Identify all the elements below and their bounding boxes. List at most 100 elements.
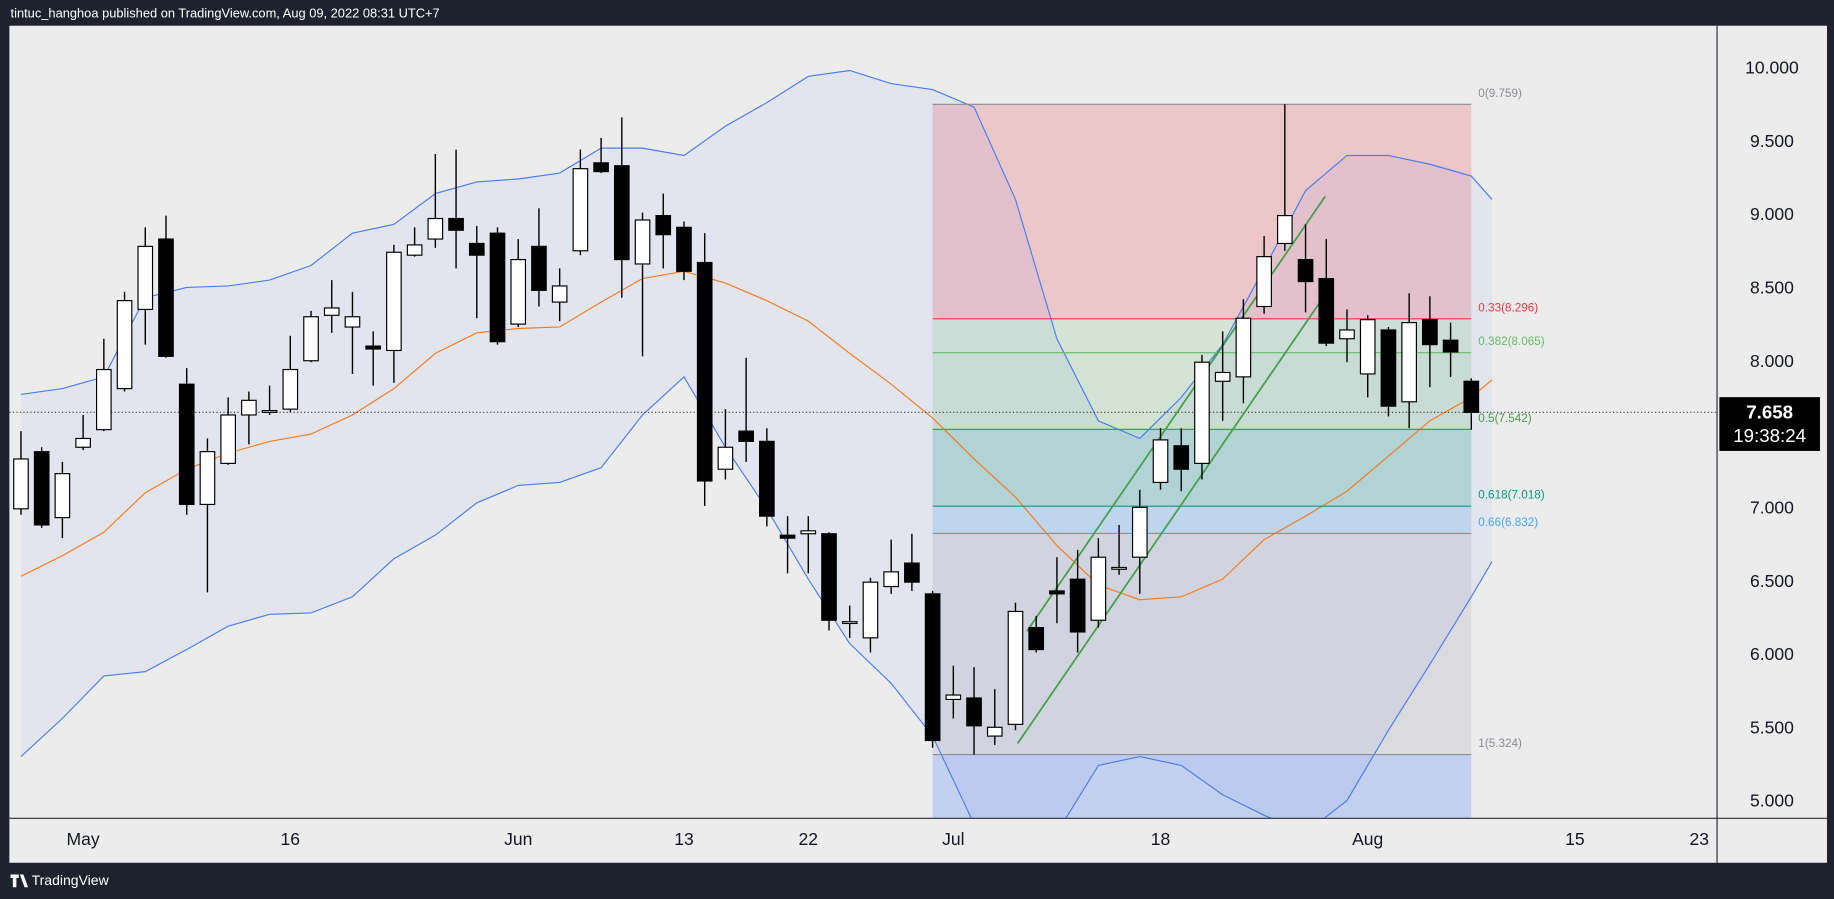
header-text: tintuc_hanghoa published on TradingView.… (11, 5, 440, 20)
candle-body (800, 530, 817, 535)
fib-level-label: 0.5(7.542) (1478, 412, 1531, 425)
candle-body (13, 458, 29, 510)
y-tick-label: 8.500 (1750, 278, 1794, 298)
last-price-box (1719, 397, 1820, 451)
y-tick-label: 9.500 (1750, 131, 1794, 151)
candle-body (1442, 339, 1459, 353)
axes: 0(9.759) 0.33(8.296) 0.382(8.065) 0.5(7.542… (67, 58, 1820, 849)
candle-body (1276, 215, 1293, 245)
candle-body (1069, 578, 1086, 633)
candle-body (137, 245, 154, 311)
candle-body (883, 571, 900, 588)
candle-body (1297, 258, 1314, 283)
countdown-label: 19:38:24 (1733, 425, 1806, 446)
candle-body (1422, 319, 1438, 346)
candle-body (1214, 371, 1231, 382)
candle-body (551, 285, 568, 303)
x-tick-label: Jun (504, 829, 532, 849)
candle-body (1028, 627, 1045, 651)
chart-background (9, 25, 1827, 863)
candle-body (33, 451, 50, 526)
candle-body (241, 399, 257, 416)
candle-body (489, 232, 506, 343)
brand-text: TradingView (32, 872, 110, 888)
fib-zone (932, 754, 1472, 819)
candle-body (365, 345, 382, 350)
x-tick-label: 22 (799, 829, 819, 849)
y-tick-label: 6.500 (1750, 571, 1794, 591)
candle-body (655, 215, 672, 236)
candle-body (158, 238, 174, 357)
candle-body (1318, 278, 1335, 344)
y-tick-label: 5.500 (1750, 717, 1794, 737)
fib-zone (932, 104, 1472, 319)
x-tick-label: May (67, 829, 100, 849)
fib-zone (932, 506, 1472, 534)
candle-body (1090, 556, 1107, 621)
candle-body (821, 533, 837, 621)
candle-body (406, 244, 423, 256)
candle-body (344, 316, 361, 328)
candle-body (759, 440, 775, 517)
candle-body (862, 581, 879, 639)
candle-body (613, 165, 630, 261)
trend-channel-line (1026, 195, 1326, 632)
x-tick-label: Jul (942, 829, 964, 849)
candle-body (1111, 566, 1127, 570)
candle-body (468, 242, 485, 256)
candle-body (1049, 590, 1065, 595)
candle-body (1359, 319, 1376, 375)
candle-body (717, 446, 734, 470)
candle-body (1152, 439, 1169, 484)
x-tick-label: 15 (1565, 829, 1585, 849)
candle-body (323, 307, 340, 316)
candle-body (986, 726, 1003, 737)
candle-body (593, 162, 609, 173)
fib-level-label: 0.66(6.832) (1478, 516, 1538, 529)
candle-body (427, 217, 444, 240)
trend-channel (1016, 195, 1326, 745)
candle-body (54, 473, 71, 519)
candle-body (634, 219, 651, 265)
candle-body (386, 251, 402, 352)
trend-channel-line (1016, 294, 1326, 745)
fib-levels (9, 103, 1718, 756)
y-tick-label: 10.000 (1745, 58, 1799, 78)
candle-body (303, 316, 319, 362)
y-tick-label: 8.000 (1750, 351, 1794, 371)
candle-body (1194, 361, 1210, 464)
y-tick-label: 9.000 (1750, 204, 1794, 224)
candle-body (448, 217, 464, 231)
candle-body (220, 414, 236, 464)
x-tick-label: 23 (1689, 829, 1709, 849)
candle-body (1339, 329, 1355, 340)
candle-body (531, 245, 547, 291)
fib-level-label: 0.33(8.296) (1478, 301, 1538, 314)
candle-body (841, 621, 858, 625)
candle-body (738, 430, 754, 442)
y-tick-label: 7.000 (1750, 497, 1794, 517)
candle-body (199, 451, 216, 506)
candle-body (96, 368, 112, 431)
candle-body (1173, 445, 1190, 470)
candle-body (1235, 317, 1252, 378)
candle-body (779, 534, 796, 539)
x-tick-label: 18 (1151, 829, 1171, 849)
last-price-label: 7.658 (1746, 401, 1793, 422)
candle-body (178, 383, 195, 506)
candle-body (510, 258, 527, 325)
candle-body (1401, 322, 1417, 403)
y-tick-label: 6.000 (1750, 644, 1794, 664)
candle-body (1131, 506, 1148, 558)
brand-logo (10, 874, 29, 888)
candle-body (1380, 329, 1397, 407)
candle-body (966, 697, 982, 727)
candle-body (696, 261, 713, 482)
candles (13, 104, 1480, 755)
candle-body (261, 410, 278, 413)
candle-body (904, 562, 920, 583)
band-basis (20, 270, 1493, 601)
candle-body (676, 226, 692, 272)
fib-level-label: 0.618(7.018) (1478, 489, 1544, 502)
